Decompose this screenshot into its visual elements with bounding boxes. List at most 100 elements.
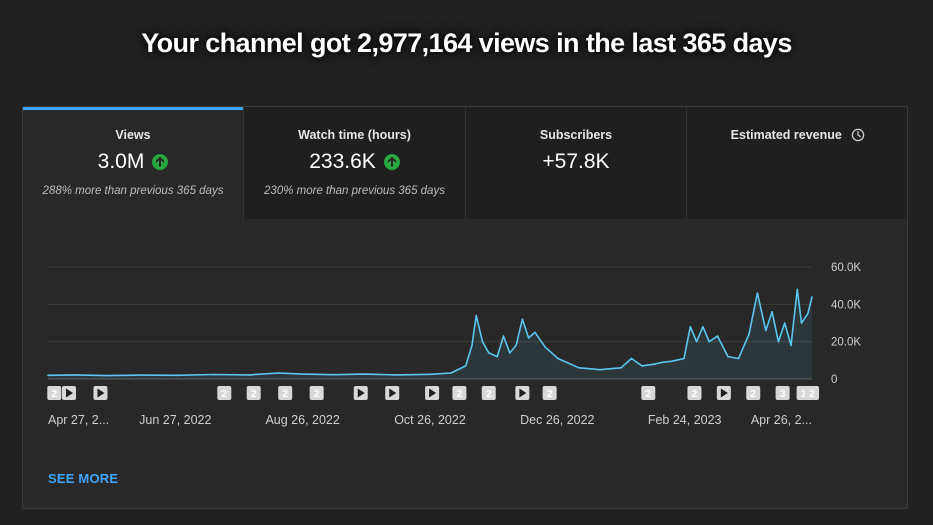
x-tick-label: Dec 26, 2022 — [520, 413, 594, 427]
tab-revenue-title: Estimated revenue — [687, 128, 907, 145]
views-area — [48, 289, 812, 379]
marker-count-label: 2 — [547, 388, 553, 400]
data-point — [727, 355, 729, 358]
x-tick-label: Feb 24, 2023 — [648, 413, 722, 427]
data-point — [544, 346, 547, 349]
tab-views-value: 3.0M — [97, 150, 145, 173]
data-point — [475, 314, 477, 317]
data-point — [248, 374, 251, 376]
video-marker[interactable] — [93, 386, 108, 400]
marker-count-label: 3 — [801, 388, 807, 400]
video-count-marker[interactable]: 2 — [687, 386, 702, 400]
data-point — [620, 367, 622, 369]
video-marker[interactable] — [515, 386, 530, 400]
data-point — [662, 361, 664, 363]
data-point — [670, 360, 673, 363]
video-count-marker[interactable]: 2 — [542, 386, 557, 400]
data-point — [653, 363, 656, 365]
data-point — [429, 373, 431, 376]
data-point — [175, 374, 177, 377]
video-marker[interactable] — [353, 386, 368, 400]
video-count-marker[interactable]: 2 — [217, 386, 232, 400]
tab-views-title: Views — [115, 128, 151, 142]
see-more-link[interactable]: SEE MORE — [48, 471, 119, 486]
video-count-marker[interactable]: 2 — [641, 386, 656, 400]
data-point — [708, 340, 710, 343]
tab-subscribers-title: Subscribers — [539, 128, 613, 142]
marker-count-label: 2 — [51, 388, 57, 400]
data-point — [811, 296, 813, 298]
play-icon — [429, 388, 437, 398]
data-point — [702, 325, 704, 328]
data-point — [464, 365, 467, 367]
marker-count-label: 2 — [251, 388, 257, 400]
data-point — [578, 367, 580, 369]
video-count-marker[interactable]: 2 — [805, 386, 819, 400]
video-marker[interactable] — [716, 386, 731, 400]
tab-views[interactable]: Views 3.0M 288% more than previous 365 d… — [23, 107, 244, 219]
play-icon — [720, 388, 728, 398]
x-tick-label: Jun 27, 2022 — [139, 413, 211, 427]
tab-watch-time-value: 233.6K — [309, 150, 376, 173]
tab-subscribers[interactable]: Subscribers +57.8K — [466, 107, 687, 219]
video-count-marker[interactable]: 2 — [309, 386, 324, 400]
data-point — [395, 374, 398, 376]
x-tick-label: Apr 26, 2... — [751, 413, 812, 427]
data-point — [800, 322, 803, 324]
marker-count-label: 2 — [692, 388, 698, 400]
x-tick-label: Apr 27, 2... — [48, 413, 109, 427]
data-point — [765, 329, 767, 332]
data-point — [689, 325, 692, 328]
data-point — [807, 312, 809, 315]
data-point — [641, 365, 643, 367]
video-count-marker[interactable]: 2 — [278, 386, 293, 400]
marker-count-label: 2 — [750, 388, 756, 400]
data-point — [521, 318, 524, 321]
video-count-marker[interactable]: 2 — [246, 386, 261, 400]
video-count-marker[interactable]: 2 — [481, 386, 496, 400]
data-point — [515, 344, 517, 347]
video-marker[interactable] — [425, 386, 440, 400]
play-icon — [389, 388, 397, 398]
data-point — [481, 340, 484, 343]
data-point — [450, 372, 452, 374]
marker-count-label: 2 — [314, 388, 320, 400]
arrow-up-circle-icon — [152, 154, 169, 170]
data-point — [527, 337, 530, 339]
data-point — [364, 373, 366, 375]
data-point — [105, 374, 108, 377]
data-point — [332, 373, 335, 376]
tab-estimated-revenue[interactable]: Estimated revenue — [687, 107, 907, 219]
play-icon — [357, 388, 365, 398]
data-point — [278, 372, 280, 374]
data-point — [47, 374, 49, 377]
play-icon — [519, 388, 527, 398]
play-icon — [65, 388, 73, 398]
data-point — [534, 331, 536, 334]
tab-views-comparison: 288% more than previous 365 days — [42, 185, 224, 197]
video-count-marker[interactable]: 2 — [452, 386, 467, 400]
data-point — [748, 333, 750, 335]
y-tick-label: 60.0K — [831, 262, 861, 274]
tab-watch-time-comparison: 230% more than previous 365 days — [264, 185, 445, 197]
video-marker[interactable] — [61, 386, 76, 400]
data-point — [790, 344, 792, 347]
video-marker[interactable] — [385, 386, 400, 400]
tab-subscribers-value: +57.8K — [542, 150, 610, 173]
video-count-marker[interactable]: 3 — [775, 386, 790, 400]
data-point — [74, 374, 77, 376]
tab-watch-time[interactable]: Watch time (hours) 233.6K 230% more than… — [244, 107, 466, 219]
video-count-marker[interactable]: 2 — [47, 386, 62, 400]
data-point — [471, 344, 473, 347]
data-point — [213, 373, 215, 376]
y-tick-label: 20.0K — [831, 337, 861, 349]
data-point — [796, 288, 799, 291]
marker-count-label: 2 — [456, 388, 462, 400]
x-tick-label: Oct 26, 2022 — [394, 413, 466, 427]
data-point — [756, 292, 759, 294]
video-count-marker[interactable]: 2 — [746, 386, 761, 400]
data-point — [487, 352, 490, 354]
marker-count-label: 2 — [486, 388, 492, 400]
data-point — [783, 322, 786, 324]
page-headline: Your channel got 2,977,164 views in the … — [141, 28, 792, 58]
